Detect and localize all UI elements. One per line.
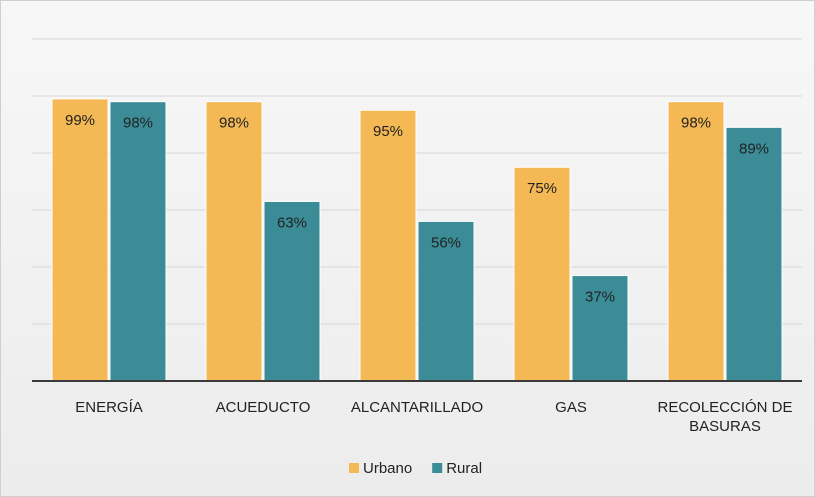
bar bbox=[359, 109, 417, 382]
x-tick-label: ALCANTARILLADO bbox=[351, 399, 483, 416]
data-label: 99% bbox=[65, 112, 95, 129]
bar bbox=[109, 101, 167, 382]
bar bbox=[571, 275, 629, 382]
bar bbox=[667, 101, 725, 382]
legend-label: Urbano bbox=[363, 460, 412, 477]
data-label: 98% bbox=[219, 115, 249, 132]
bar bbox=[513, 166, 571, 382]
x-tick-label: ACUEDUCTO bbox=[216, 399, 311, 416]
x-tick-label: RECOLECCIÓN DE BASURAS bbox=[657, 399, 792, 435]
data-label: 98% bbox=[123, 115, 153, 132]
data-label: 37% bbox=[585, 289, 615, 306]
data-label: 98% bbox=[681, 115, 711, 132]
legend-label: Rural bbox=[446, 460, 482, 477]
legend-swatch bbox=[349, 463, 359, 473]
bar bbox=[205, 101, 263, 382]
data-label: 75% bbox=[527, 180, 557, 197]
x-tick-label: GAS bbox=[555, 399, 587, 416]
bar bbox=[263, 200, 321, 382]
x-tick-label: ENERGÍA bbox=[75, 399, 143, 416]
data-label: 89% bbox=[739, 140, 769, 157]
data-label: 63% bbox=[277, 214, 307, 231]
data-label: 56% bbox=[431, 234, 461, 251]
legend-swatch bbox=[432, 463, 443, 473]
bar bbox=[417, 220, 475, 382]
data-label: 95% bbox=[373, 123, 403, 140]
bar bbox=[725, 126, 783, 382]
bar bbox=[51, 98, 109, 382]
